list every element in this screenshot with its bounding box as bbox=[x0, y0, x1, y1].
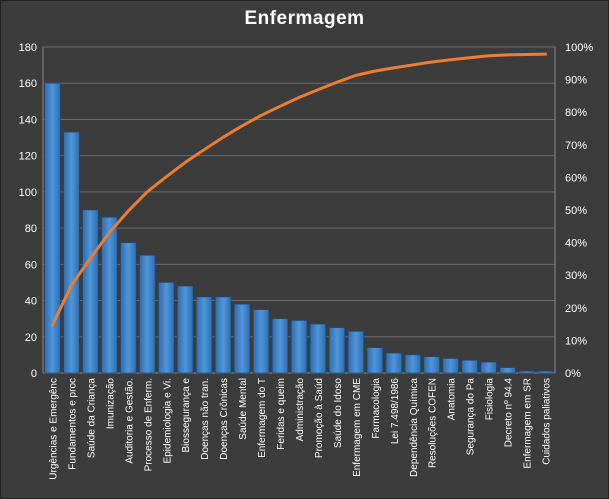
x-tick-label: Saúde do Idoso bbox=[333, 378, 344, 448]
bar bbox=[290, 320, 308, 374]
bar bbox=[271, 318, 289, 374]
cumulative-line bbox=[50, 52, 548, 327]
y2-tick-label: 70% bbox=[565, 140, 587, 152]
bar bbox=[537, 370, 554, 374]
x-tick-label: Promoção à Saúd bbox=[314, 378, 325, 458]
y2-tick-label: 20% bbox=[565, 303, 587, 315]
bar bbox=[461, 360, 478, 374]
bar bbox=[158, 282, 175, 374]
y2-tick-label: 10% bbox=[565, 335, 587, 347]
y2-tick-label: 90% bbox=[565, 75, 587, 87]
x-tick-label: Cuidados paliativos bbox=[542, 378, 553, 465]
x-tick-label: Processo de Enferm. bbox=[143, 378, 154, 471]
x-tick-label: Segurança do Pa bbox=[466, 378, 477, 456]
x-tick-label: Dependência Química bbox=[409, 378, 420, 477]
x-tick-label: Enfermagem em CME bbox=[352, 378, 363, 477]
bar bbox=[404, 354, 421, 374]
bar bbox=[442, 358, 459, 374]
x-tick-label: Doenças Crônicas bbox=[219, 378, 230, 460]
y2-tick-label: 40% bbox=[565, 238, 587, 250]
y-tick-label: 60 bbox=[25, 259, 37, 271]
x-tick-label: Imunização bbox=[105, 378, 116, 430]
x-tick-label: Farmacologia bbox=[371, 378, 382, 439]
y-tick-label: 0 bbox=[31, 368, 37, 380]
bar bbox=[177, 285, 194, 374]
x-tick-label: Epidemiologia e Vi. bbox=[162, 378, 173, 463]
x-tick-label: Saúde da Criança bbox=[86, 378, 97, 458]
bar bbox=[101, 216, 118, 374]
chart-title: Enfermagem bbox=[244, 8, 365, 29]
x-tick-label: Fundamentos e proc bbox=[67, 378, 78, 470]
y-tick-label: 120 bbox=[19, 151, 37, 163]
y2-tick-label: 60% bbox=[565, 172, 587, 184]
bar bbox=[366, 347, 383, 374]
y-tick-label: 160 bbox=[19, 78, 37, 90]
bar bbox=[196, 296, 213, 374]
bar bbox=[139, 254, 156, 374]
x-tick-label: Saúde Mental bbox=[238, 378, 249, 440]
y2-tick-label: 30% bbox=[565, 270, 587, 282]
x-tick-label: Biossegurança e bbox=[181, 378, 192, 453]
bar bbox=[82, 209, 99, 374]
y-tick-label: 40 bbox=[25, 296, 37, 308]
x-tick-label: Feridas e queim bbox=[276, 378, 287, 450]
y-tick-label: 20 bbox=[25, 332, 37, 344]
bar bbox=[423, 356, 440, 374]
bar bbox=[252, 309, 270, 374]
bar bbox=[234, 303, 251, 374]
y-tick-label: 100 bbox=[19, 187, 37, 199]
bar bbox=[63, 131, 80, 374]
x-tick-label: Lei 7.498/1986 bbox=[390, 378, 401, 445]
bar bbox=[499, 367, 516, 374]
x-tick-label: Enfermagem do T bbox=[257, 378, 268, 458]
y2-tick-label: 100% bbox=[565, 42, 593, 54]
bar bbox=[385, 352, 402, 374]
x-tick-label: Resoluções COFEN bbox=[428, 378, 439, 468]
x-tick-label: Enfermagem em SR bbox=[523, 378, 534, 469]
x-tick-label: Administração bbox=[295, 378, 306, 442]
bar bbox=[347, 331, 364, 374]
bar bbox=[518, 370, 535, 374]
y-tick-label: 80 bbox=[25, 223, 37, 235]
bar bbox=[215, 296, 232, 374]
bar bbox=[328, 327, 346, 374]
y-tick-label: 140 bbox=[19, 114, 37, 126]
bar bbox=[309, 323, 327, 374]
y2-tick-label: 50% bbox=[565, 205, 587, 217]
bar bbox=[44, 82, 61, 374]
x-tick-label: Decreto nº 94.4 bbox=[504, 378, 515, 448]
x-tick-label: Auditoria e Gestão. bbox=[124, 378, 135, 464]
x-tick-label: Urgências e Emergênc bbox=[48, 378, 59, 480]
y2-tick-label: 0% bbox=[565, 368, 581, 380]
bar bbox=[480, 361, 497, 374]
bar bbox=[120, 242, 137, 374]
x-tick-label: Anatomia bbox=[447, 378, 458, 421]
y2-tick-label: 80% bbox=[565, 107, 587, 119]
x-tick-label: Doenças não tran. bbox=[200, 378, 211, 460]
x-tick-label: Fisiologia bbox=[485, 378, 496, 421]
y-tick-label: 180 bbox=[19, 42, 37, 54]
